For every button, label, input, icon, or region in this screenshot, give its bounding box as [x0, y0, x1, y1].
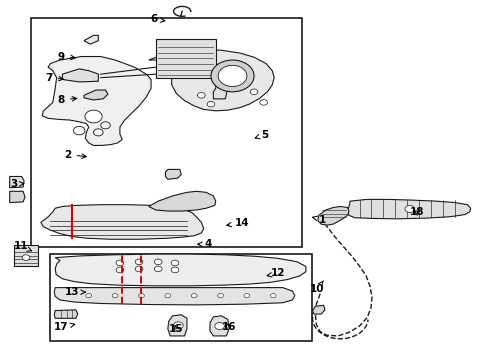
- Circle shape: [22, 255, 30, 260]
- Circle shape: [116, 260, 123, 266]
- Text: 10: 10: [309, 281, 324, 294]
- Circle shape: [101, 122, 110, 129]
- Circle shape: [259, 100, 267, 105]
- Circle shape: [173, 322, 183, 329]
- Text: 16: 16: [222, 323, 236, 333]
- Polygon shape: [165, 170, 181, 179]
- Circle shape: [73, 126, 85, 135]
- Circle shape: [171, 260, 179, 266]
- Bar: [14, 245, 39, 266]
- Circle shape: [135, 266, 142, 272]
- Bar: [50, 254, 311, 341]
- Circle shape: [207, 101, 214, 107]
- Circle shape: [154, 266, 162, 272]
- Circle shape: [404, 206, 414, 212]
- Polygon shape: [42, 57, 151, 145]
- Polygon shape: [55, 254, 305, 286]
- Text: 18: 18: [409, 207, 424, 217]
- Text: 17: 17: [54, 323, 75, 333]
- Bar: [156, 39, 215, 78]
- Text: 9: 9: [58, 51, 75, 62]
- Circle shape: [93, 129, 103, 136]
- Polygon shape: [41, 205, 203, 239]
- Text: 4: 4: [197, 239, 212, 249]
- Circle shape: [85, 110, 102, 123]
- Polygon shape: [84, 90, 108, 100]
- Polygon shape: [167, 315, 186, 336]
- Polygon shape: [347, 199, 470, 219]
- Polygon shape: [317, 207, 348, 225]
- Bar: [31, 18, 302, 247]
- Text: 7: 7: [45, 73, 63, 83]
- Polygon shape: [10, 176, 24, 188]
- Polygon shape: [209, 316, 229, 336]
- Circle shape: [171, 267, 179, 273]
- Text: 5: 5: [255, 130, 268, 140]
- Circle shape: [217, 294, 223, 298]
- Text: 6: 6: [150, 14, 164, 24]
- Polygon shape: [148, 191, 215, 211]
- Text: 3: 3: [10, 179, 24, 189]
- Circle shape: [116, 267, 123, 273]
- Text: 1: 1: [312, 215, 325, 225]
- Circle shape: [112, 294, 118, 298]
- Circle shape: [191, 294, 197, 298]
- Circle shape: [86, 294, 91, 298]
- Circle shape: [197, 93, 205, 98]
- Polygon shape: [84, 35, 98, 44]
- Text: 12: 12: [266, 269, 285, 279]
- Circle shape: [218, 65, 246, 86]
- Polygon shape: [148, 49, 274, 111]
- Circle shape: [154, 259, 162, 265]
- Text: 2: 2: [64, 150, 86, 159]
- Circle shape: [164, 294, 170, 298]
- Text: 13: 13: [64, 287, 85, 297]
- Polygon shape: [54, 310, 78, 318]
- Text: 15: 15: [169, 324, 183, 334]
- Text: 11: 11: [14, 241, 32, 251]
- Polygon shape: [213, 81, 227, 99]
- Circle shape: [135, 259, 142, 265]
- Text: 8: 8: [58, 95, 77, 104]
- Circle shape: [138, 294, 144, 298]
- Polygon shape: [312, 305, 325, 314]
- Circle shape: [250, 89, 257, 95]
- Polygon shape: [62, 69, 98, 82]
- Circle shape: [214, 323, 224, 330]
- Circle shape: [270, 294, 276, 298]
- Text: 14: 14: [226, 218, 249, 228]
- Polygon shape: [10, 191, 25, 203]
- Circle shape: [244, 294, 249, 298]
- Circle shape: [210, 60, 254, 92]
- Polygon shape: [54, 288, 294, 305]
